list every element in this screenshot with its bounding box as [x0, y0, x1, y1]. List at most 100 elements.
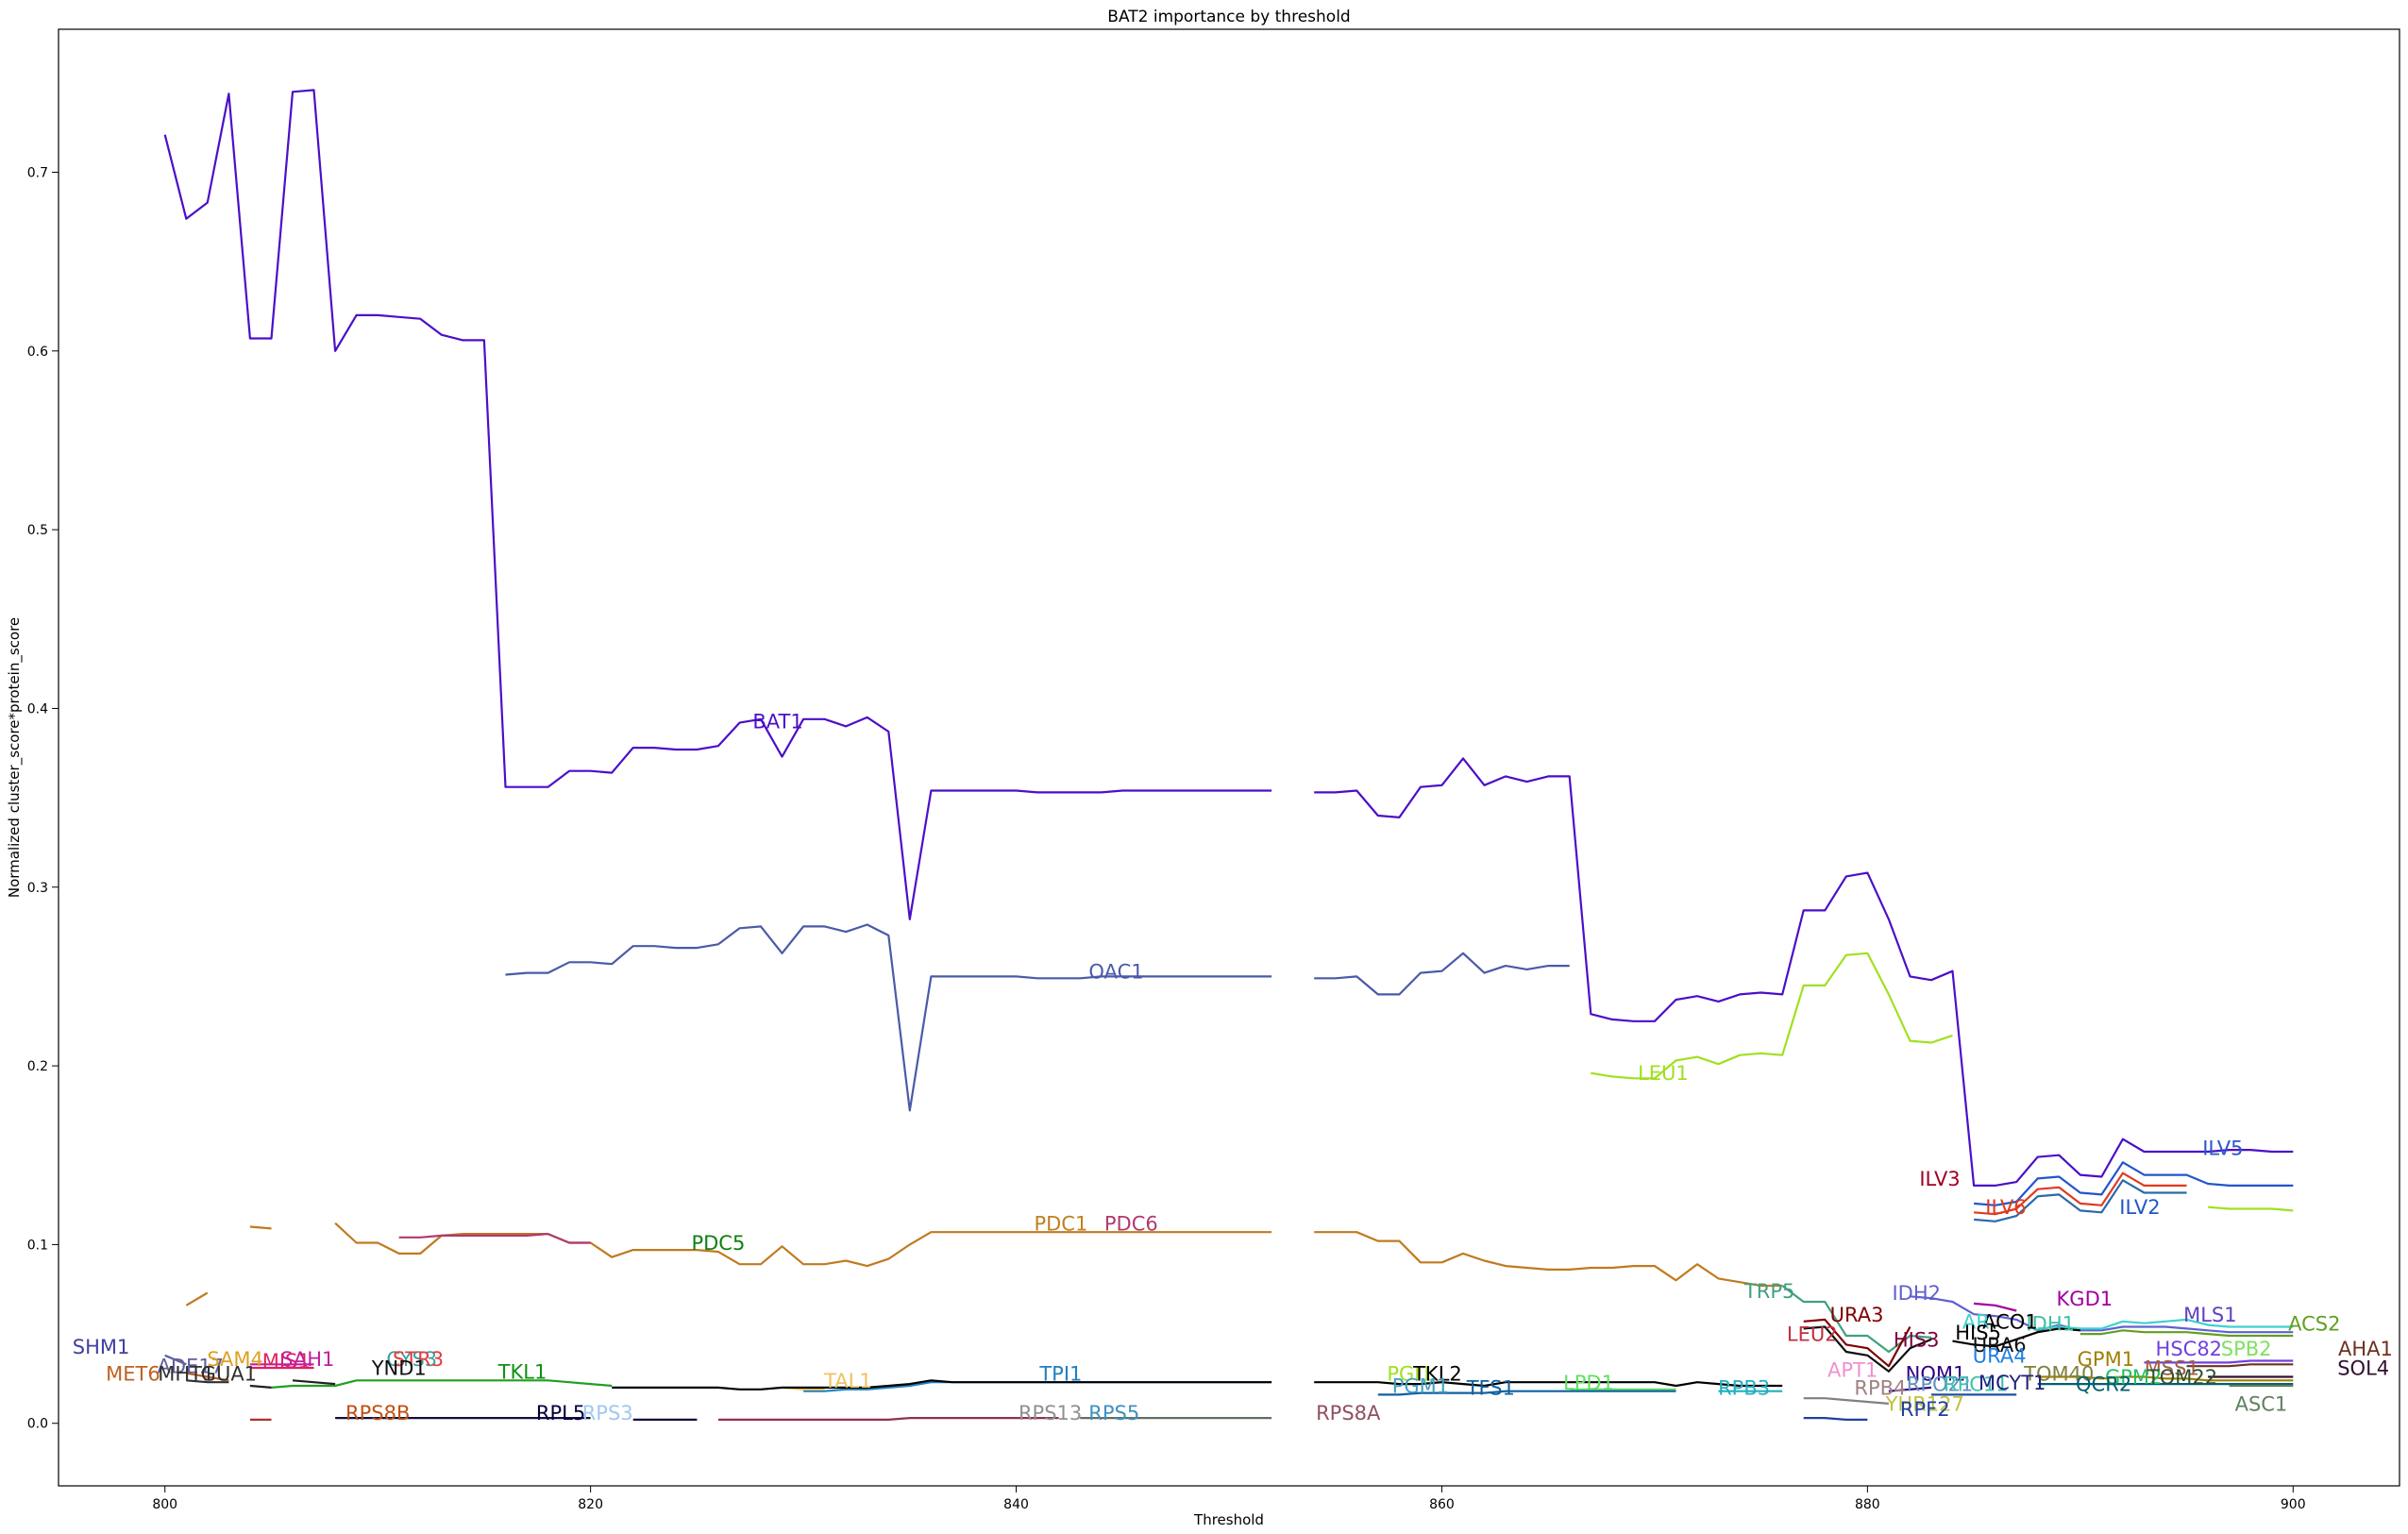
series-line-gua1 — [186, 1379, 229, 1384]
series-line-oac1 — [505, 923, 1570, 1112]
series-line-ade17 — [164, 1354, 187, 1366]
x-tick-label: 860 — [1429, 1497, 1455, 1512]
y-tick-label: 0.2 — [27, 1059, 48, 1074]
annotation-his5: HIS5 — [1955, 1322, 2001, 1344]
x-tick-label: 840 — [1003, 1497, 1029, 1512]
annotation-ura4: URA4 — [1973, 1344, 2027, 1367]
axis-ticks: 800 820 840 860 880 900 0.0 0.1 0.2 0.3 0.4 0.5 0.6 0… — [27, 165, 2306, 1512]
annotation-kgd1: KGD1 — [2057, 1288, 2113, 1310]
annotation-rpc11: RPC11 — [1944, 1374, 2009, 1396]
annotation-sam4: SAM4 — [207, 1348, 263, 1371]
y-axis-label: Normalized cluster_score*protein_score — [6, 617, 24, 898]
series-line-aha1 — [2186, 1363, 2294, 1368]
x-tick-label: 820 — [578, 1497, 603, 1512]
annotation-trp5: TRP5 — [1743, 1280, 1794, 1303]
x-axis-label: Threshold — [1193, 1511, 1264, 1528]
y-tick-label: 0.5 — [27, 523, 48, 538]
x-tick-label: 800 — [152, 1497, 177, 1512]
series-line-tfs1 — [1377, 1390, 1676, 1396]
annotation-spb2: SPB2 — [2221, 1338, 2272, 1360]
series-line-acs2 — [2080, 1329, 2294, 1338]
annotation-mht1: MHT1 — [158, 1362, 214, 1385]
series-line-kgd1 — [1974, 1302, 2017, 1312]
y-tick-label: 0.4 — [27, 701, 48, 716]
annotation-rpo21: RPO21 — [1907, 1374, 1974, 1396]
annotation-ura3: URA3 — [1830, 1304, 1884, 1326]
annotation-gpm2: GPM2 — [2105, 1366, 2162, 1389]
annotation-rps8a: RPS8A — [1316, 1402, 1381, 1424]
annotation-acs2: ACS2 — [2288, 1312, 2340, 1335]
annotation-tom40: TOM40 — [2023, 1362, 2094, 1385]
series-line-his3 — [1803, 1325, 1932, 1373]
y-tick-label: 0.1 — [27, 1238, 48, 1253]
annotation-rpf2: RPF2 — [1900, 1398, 1950, 1421]
series-lines — [163, 89, 2294, 1421]
series-line-pdc1 — [185, 1222, 1783, 1306]
annotation-pgm1: PGM1 — [1392, 1375, 1449, 1398]
annotation-aco1: ACO1 — [1982, 1310, 2038, 1333]
annotation-gpm1: GPM1 — [2078, 1348, 2134, 1371]
annotation-pdc1: PDC1 — [1034, 1212, 1087, 1235]
annotation-pdc5: PDC5 — [691, 1232, 745, 1255]
annotation-rps3: RPS3 — [582, 1402, 633, 1424]
x-tick-label: 880 — [1855, 1497, 1880, 1512]
annotation-rpb4: RPB4 — [1854, 1376, 1906, 1399]
series-line-ilv6 — [1974, 1172, 2187, 1216]
series-line-pdc6 — [398, 1233, 591, 1244]
annotation-his3: HIS3 — [1894, 1328, 1940, 1351]
annotation-mis1: MIS1 — [262, 1350, 311, 1373]
annotation-tal1: TAL1 — [823, 1370, 872, 1392]
series-line-rpb4 — [1803, 1397, 1889, 1405]
annotation-qcr2: QCR2 — [2076, 1374, 2131, 1396]
y-tick-label: 0.0 — [27, 1417, 48, 1432]
annotation-met6: MET6 — [106, 1362, 160, 1385]
series-line-trp5 — [1781, 1285, 1932, 1354]
annotation-rpl5: RPL5 — [536, 1402, 585, 1424]
annotation-aha1: AHA1 — [2338, 1338, 2393, 1360]
annotation-nom1: NOM1 — [1906, 1362, 1966, 1385]
annotation-sol4: SOL4 — [2337, 1357, 2389, 1380]
series-line-ura3 — [1803, 1318, 1911, 1368]
annotation-ade17: ADE17 — [158, 1356, 225, 1378]
series-line-idh2 — [1910, 1295, 2294, 1334]
series-line-ilv2 — [1974, 1161, 2294, 1206]
annotation-hsc82: HSC82 — [2156, 1338, 2223, 1360]
annotation-tfs1: TFS1 — [1466, 1376, 1515, 1399]
series-line-leu1 — [1591, 952, 2294, 1212]
annotation-asc1: ASC1 — [2235, 1392, 2288, 1415]
annotation-pdc6: PDC6 — [1104, 1212, 1158, 1235]
series-line-mls1 — [2037, 1318, 2294, 1330]
annotation-rps13: RPS13 — [1019, 1402, 1082, 1424]
annotation-str3: STR3 — [393, 1348, 444, 1371]
series-line-rps13 — [717, 1417, 1059, 1421]
annotation-tom22: TOM22 — [2147, 1366, 2217, 1389]
annotation-mss1: MSS1 — [2145, 1357, 2199, 1380]
annotation-mcyt1: MCYT1 — [1979, 1372, 2046, 1394]
x-tick-label: 900 — [2281, 1497, 2306, 1512]
annotation-tkl1: TKL1 — [497, 1360, 547, 1383]
annotation-tkl2: TKL2 — [1412, 1362, 1462, 1385]
y-tick-label: 0.3 — [27, 881, 48, 896]
series-labels: BAT1 OAC1 LEU1 ILV5 ILV3 ILV6 ILV2 PDC1 PDC6 PDC5… — [73, 710, 2393, 1424]
annotation-ynd1: YND1 — [371, 1357, 427, 1380]
series-line-nom1 — [1888, 1386, 1932, 1392]
annotation-tpi1: TPI1 — [1038, 1362, 1082, 1385]
annotation-pgi1: PGI1 — [1387, 1362, 1433, 1385]
series-line-rpf2 — [1803, 1417, 1868, 1421]
annotation-rps8b: RPS8B — [345, 1402, 410, 1424]
annotation-rpb3: RPB3 — [1718, 1376, 1770, 1399]
annotation-ilv2: ILV2 — [2119, 1196, 2160, 1219]
y-tick-label: 0.6 — [27, 345, 48, 360]
annotation-ilv3: ILV3 — [1919, 1168, 1960, 1190]
plot-frame — [58, 28, 2400, 1487]
chart-title: BAT2 importance by threshold — [1107, 8, 1350, 26]
annotation-idh2: IDH2 — [1892, 1282, 1941, 1305]
annotation-apt1: APT1 — [1827, 1359, 1878, 1382]
annotation-gua1: GUA1 — [201, 1362, 257, 1385]
y-tick-label: 0.7 — [27, 165, 48, 180]
series-line-aco1 — [1952, 1327, 2080, 1348]
annotation-lpd1: LPD1 — [1563, 1372, 1614, 1394]
annotation-ar: AR — [1962, 1310, 1990, 1333]
annotation-yhr127: YHR127 — [1885, 1392, 1964, 1415]
